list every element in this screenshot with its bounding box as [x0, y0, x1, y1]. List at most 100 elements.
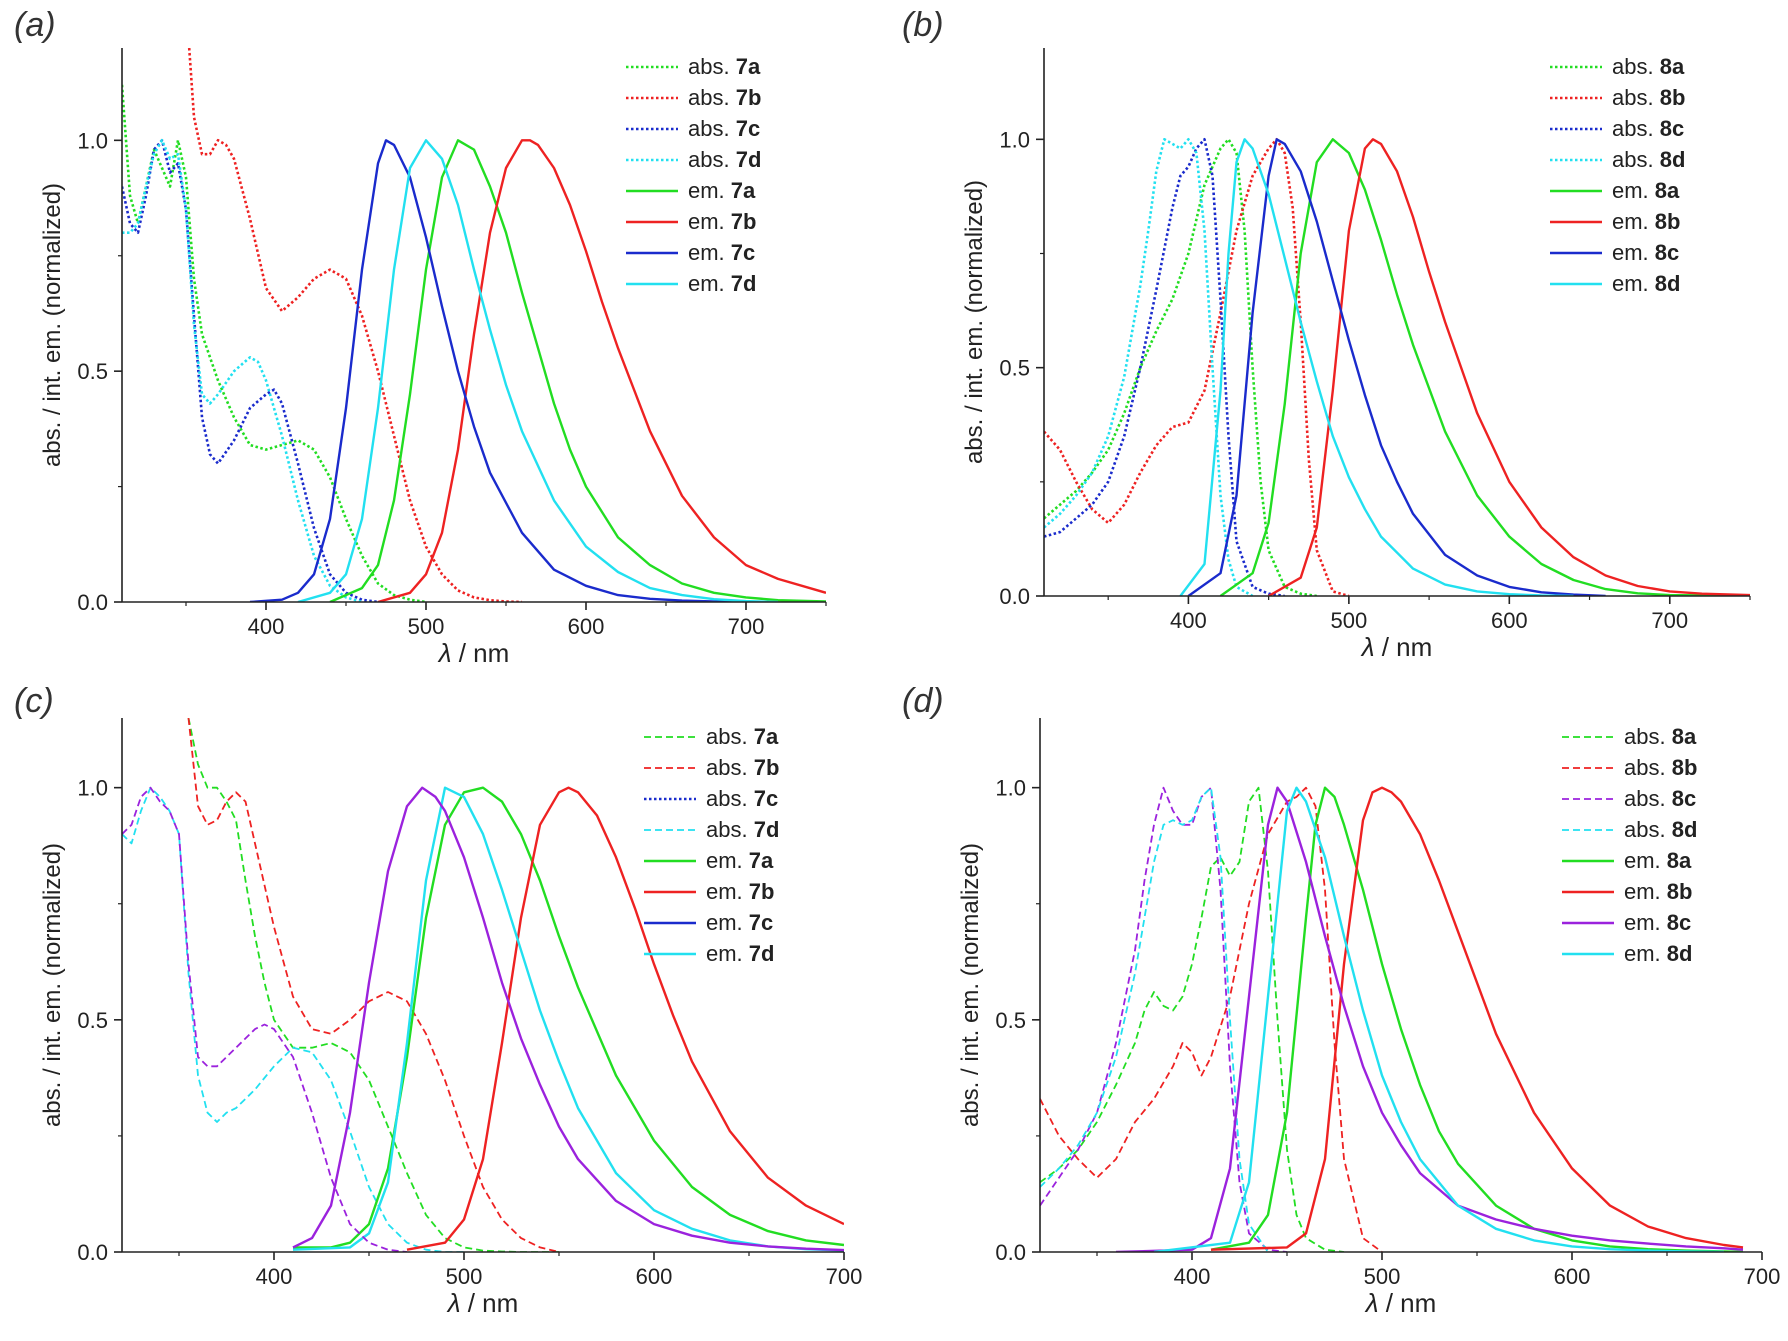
y-tick-label: 0.0: [995, 1240, 1026, 1265]
legend-prefix: abs.: [1612, 147, 1660, 172]
legend-prefix: em.: [1624, 879, 1667, 904]
legend-compound: 7a: [754, 724, 779, 749]
y-axis-label: abs. / int. em. (normalized): [961, 180, 988, 464]
legend-compound: 8d: [1660, 147, 1686, 172]
legend-compound: 8b: [1667, 879, 1693, 904]
legend-prefix: abs.: [688, 54, 736, 79]
legend-entry: abs. 8d: [1612, 147, 1685, 172]
legend-entry: em. 8b: [1624, 879, 1692, 904]
legend-compound: 8b: [1672, 755, 1698, 780]
legend-compound: 7b: [749, 879, 775, 904]
legend-entry: em. 7d: [706, 941, 774, 966]
legend-prefix: abs.: [688, 85, 736, 110]
legend-compound: 7a: [736, 54, 761, 79]
series-line-em-8c: [1187, 138, 1606, 596]
legend-compound: 7d: [754, 817, 780, 842]
panel-label: (d): [902, 682, 944, 720]
legend-compound: 8d: [1672, 817, 1698, 842]
series-line-abs-8c: [1040, 786, 1288, 1252]
x-tick-label: 500: [446, 1264, 483, 1289]
x-tick-label: 600: [568, 614, 605, 639]
series-line-em-7a: [329, 139, 826, 602]
series-group: [1040, 786, 1744, 1252]
legend-prefix: em.: [688, 271, 731, 296]
legend-prefix: abs.: [706, 755, 754, 780]
x-axis-label: λ / nm: [446, 1288, 519, 1318]
legend-compound: 8c: [1667, 910, 1691, 935]
legend-prefix: em.: [1624, 910, 1667, 935]
y-tick-label: 0.0: [999, 584, 1030, 609]
legend-prefix: em.: [1624, 941, 1667, 966]
x-tick-label: 600: [1554, 1264, 1591, 1289]
series-line-abs-8b: [1040, 786, 1383, 1252]
panel-b: (b) 400 500 600 700 0.0 0.5 1.0 λ / nm abs. / in…: [894, 0, 1788, 662]
legend-prefix: em.: [706, 941, 749, 966]
legend-entry: abs. 7a: [706, 724, 779, 749]
legend-prefix: em.: [1612, 178, 1655, 203]
legend-entry: abs. 8c: [1624, 786, 1696, 811]
series-line-abs-7c: [122, 786, 408, 1252]
legend-prefix: abs.: [1624, 786, 1672, 811]
legend-compound: 7d: [749, 941, 775, 966]
series-line-em-8a: [1219, 138, 1750, 596]
legend-entry: abs. 7d: [688, 147, 761, 172]
panel-d: (d) 400 500 600 700 0.0 0.5 1.0 λ / nm abs. / in…: [894, 672, 1788, 1341]
chart-b: 400 500 600 700 0.0 0.5 1.0 λ / nm abs. / int. e…: [961, 48, 1751, 662]
legend-compound: 8b: [1660, 85, 1686, 110]
y-axis-label: abs. / int. em. (normalized): [39, 843, 66, 1127]
legend-compound: 8a: [1667, 848, 1692, 873]
legend-entry: abs. 8d: [1624, 817, 1697, 842]
x-tick-label: 700: [826, 1264, 863, 1289]
legend-entry: em. 8a: [1624, 848, 1692, 873]
series-line-em-7b: [377, 139, 826, 602]
legend-entry: em. 7a: [688, 178, 756, 203]
legend-prefix: em.: [1624, 848, 1667, 873]
y-tick-label: 1.0: [77, 128, 108, 153]
series-line-em-8b: [1210, 786, 1744, 1251]
x-tick-label: 700: [728, 614, 765, 639]
legend-entry: em. 7c: [706, 910, 773, 935]
legend-compound: 8a: [1660, 54, 1685, 79]
x-tick-label: 600: [636, 1264, 673, 1289]
legend-compound: 8b: [1655, 209, 1681, 234]
series-line-em-7c: [249, 139, 747, 602]
y-tick-label: 0.5: [995, 1008, 1026, 1033]
x-tick-label: 400: [1174, 1264, 1211, 1289]
legend-entry: em. 7b: [706, 879, 774, 904]
legend-prefix: em.: [1612, 271, 1655, 296]
legend-compound: 8c: [1672, 786, 1696, 811]
legend-entry: abs. 8c: [1612, 116, 1684, 141]
panel-label: (c): [14, 682, 54, 720]
legend-entry: em. 8d: [1624, 941, 1692, 966]
legend-prefix: abs.: [1624, 817, 1672, 842]
x-axis-label: λ / nm: [1364, 1288, 1437, 1318]
legend-prefix: abs.: [706, 786, 754, 811]
series-line-em-8a: [1210, 786, 1744, 1252]
x-tick-label: 400: [256, 1264, 293, 1289]
legend-compound: 8c: [1655, 240, 1679, 265]
legend-entry: abs. 7c: [688, 116, 760, 141]
series-line-abs-7a: [187, 718, 559, 1252]
legend-prefix: abs.: [706, 817, 754, 842]
series-line-em-7b: [406, 786, 844, 1251]
y-tick-label: 0.5: [999, 356, 1030, 381]
legend-compound: 7d: [736, 147, 762, 172]
x-axis-unit: / nm: [1382, 632, 1433, 662]
legend-compound: 7b: [754, 755, 780, 780]
legend-entry: em. 7a: [706, 848, 774, 873]
legend-entry: em. 7c: [688, 240, 755, 265]
legend-prefix: abs.: [688, 147, 736, 172]
x-tick-label: 500: [1331, 608, 1368, 633]
series-line-em-8c: [1115, 786, 1744, 1252]
legend-compound: 7d: [731, 271, 757, 296]
y-tick-label: 1.0: [995, 776, 1026, 801]
chart-d: 400 500 600 700 0.0 0.5 1.0 λ / nm abs. / int. e…: [957, 718, 1780, 1318]
x-tick-label: 600: [1491, 608, 1528, 633]
x-tick-label: 700: [1651, 608, 1688, 633]
legend-prefix: em.: [1612, 240, 1655, 265]
x-axis-label: λ / nm: [1360, 632, 1433, 662]
x-axis-unit: / nm: [459, 638, 510, 668]
legend-compound: 7c: [754, 786, 778, 811]
legend-prefix: abs.: [1624, 755, 1672, 780]
legend-prefix: abs.: [1624, 724, 1672, 749]
